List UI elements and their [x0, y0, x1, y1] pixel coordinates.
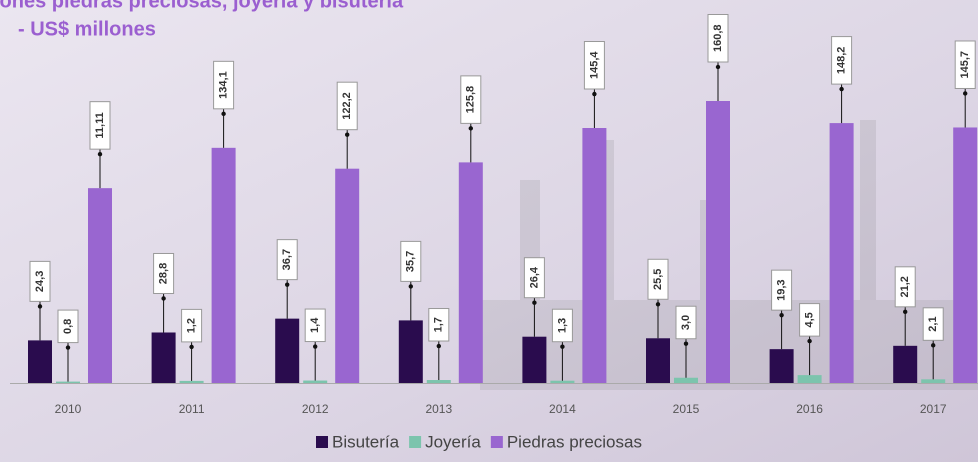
- legend-swatch: [409, 436, 421, 448]
- value-label: 36,7: [281, 249, 293, 270]
- value-label: 26,4: [528, 266, 540, 288]
- value-label: 1,3: [556, 318, 568, 333]
- value-label: 19,3: [776, 279, 788, 300]
- legend-swatch: [316, 436, 328, 448]
- bar: [180, 381, 204, 383]
- value-label: 11,11: [94, 112, 106, 138]
- bar: [921, 379, 945, 383]
- bar: [706, 101, 730, 383]
- value-label: 1,2: [186, 318, 198, 333]
- value-label: 1,4: [309, 317, 321, 333]
- value-label: 35,7: [405, 251, 417, 272]
- x-tick-label: 2017: [920, 402, 947, 416]
- bar: [830, 123, 854, 383]
- chart-title: iones piedras preciosas, joyería y bisut…: [0, 0, 404, 12]
- bar: [56, 382, 80, 383]
- x-tick-label: 2015: [673, 402, 700, 416]
- x-tick-label: 2016: [796, 402, 823, 416]
- value-label: 0,8: [62, 319, 74, 334]
- value-label: 24,3: [34, 271, 46, 292]
- value-label: 3,0: [680, 315, 692, 330]
- bar: [335, 169, 359, 383]
- value-label: 25,5: [652, 269, 664, 290]
- x-tick-label: 2012: [302, 402, 329, 416]
- bar: [88, 188, 112, 383]
- value-label: 160,8: [712, 24, 724, 52]
- value-label: 4,5: [804, 312, 816, 327]
- value-label: 28,8: [158, 263, 170, 284]
- legend-label: Joyería: [425, 432, 481, 451]
- value-label: 21,2: [899, 276, 911, 297]
- bar: [28, 340, 52, 383]
- bar: [152, 332, 176, 383]
- value-label: 145,4: [588, 51, 600, 79]
- value-label: 125,8: [465, 86, 477, 114]
- bar: [212, 148, 236, 383]
- value-label: 148,2: [836, 47, 848, 75]
- x-tick-label: 2014: [549, 402, 576, 416]
- x-tick-label: 2010: [55, 402, 82, 416]
- x-tick-label: 2013: [425, 402, 452, 416]
- value-label: 2,1: [927, 316, 939, 331]
- legend-label: Bisutería: [332, 432, 400, 451]
- legend-label: Piedras preciosas: [507, 432, 642, 451]
- value-label: 145,7: [959, 51, 971, 79]
- legend-swatch: [491, 436, 503, 448]
- bar: [646, 338, 670, 383]
- bar: [522, 337, 546, 383]
- bar: [582, 128, 606, 383]
- bar: [674, 378, 698, 383]
- bar: [770, 349, 794, 383]
- bar: [953, 127, 977, 383]
- chart-subtitle: - US$ millones: [18, 18, 156, 40]
- bar: [893, 346, 917, 383]
- value-label: 122,2: [341, 92, 353, 120]
- bar: [399, 320, 423, 383]
- bar: [427, 380, 451, 383]
- bar: [798, 375, 822, 383]
- value-label: 1,7: [433, 317, 445, 332]
- bar: [459, 162, 483, 383]
- bar: [550, 381, 574, 383]
- bar: [275, 319, 299, 383]
- x-tick-label: 2011: [179, 402, 205, 416]
- bar: [303, 381, 327, 383]
- value-label: 134,1: [218, 71, 230, 99]
- chart: iones piedras preciosas, joyería y bisut…: [0, 0, 978, 462]
